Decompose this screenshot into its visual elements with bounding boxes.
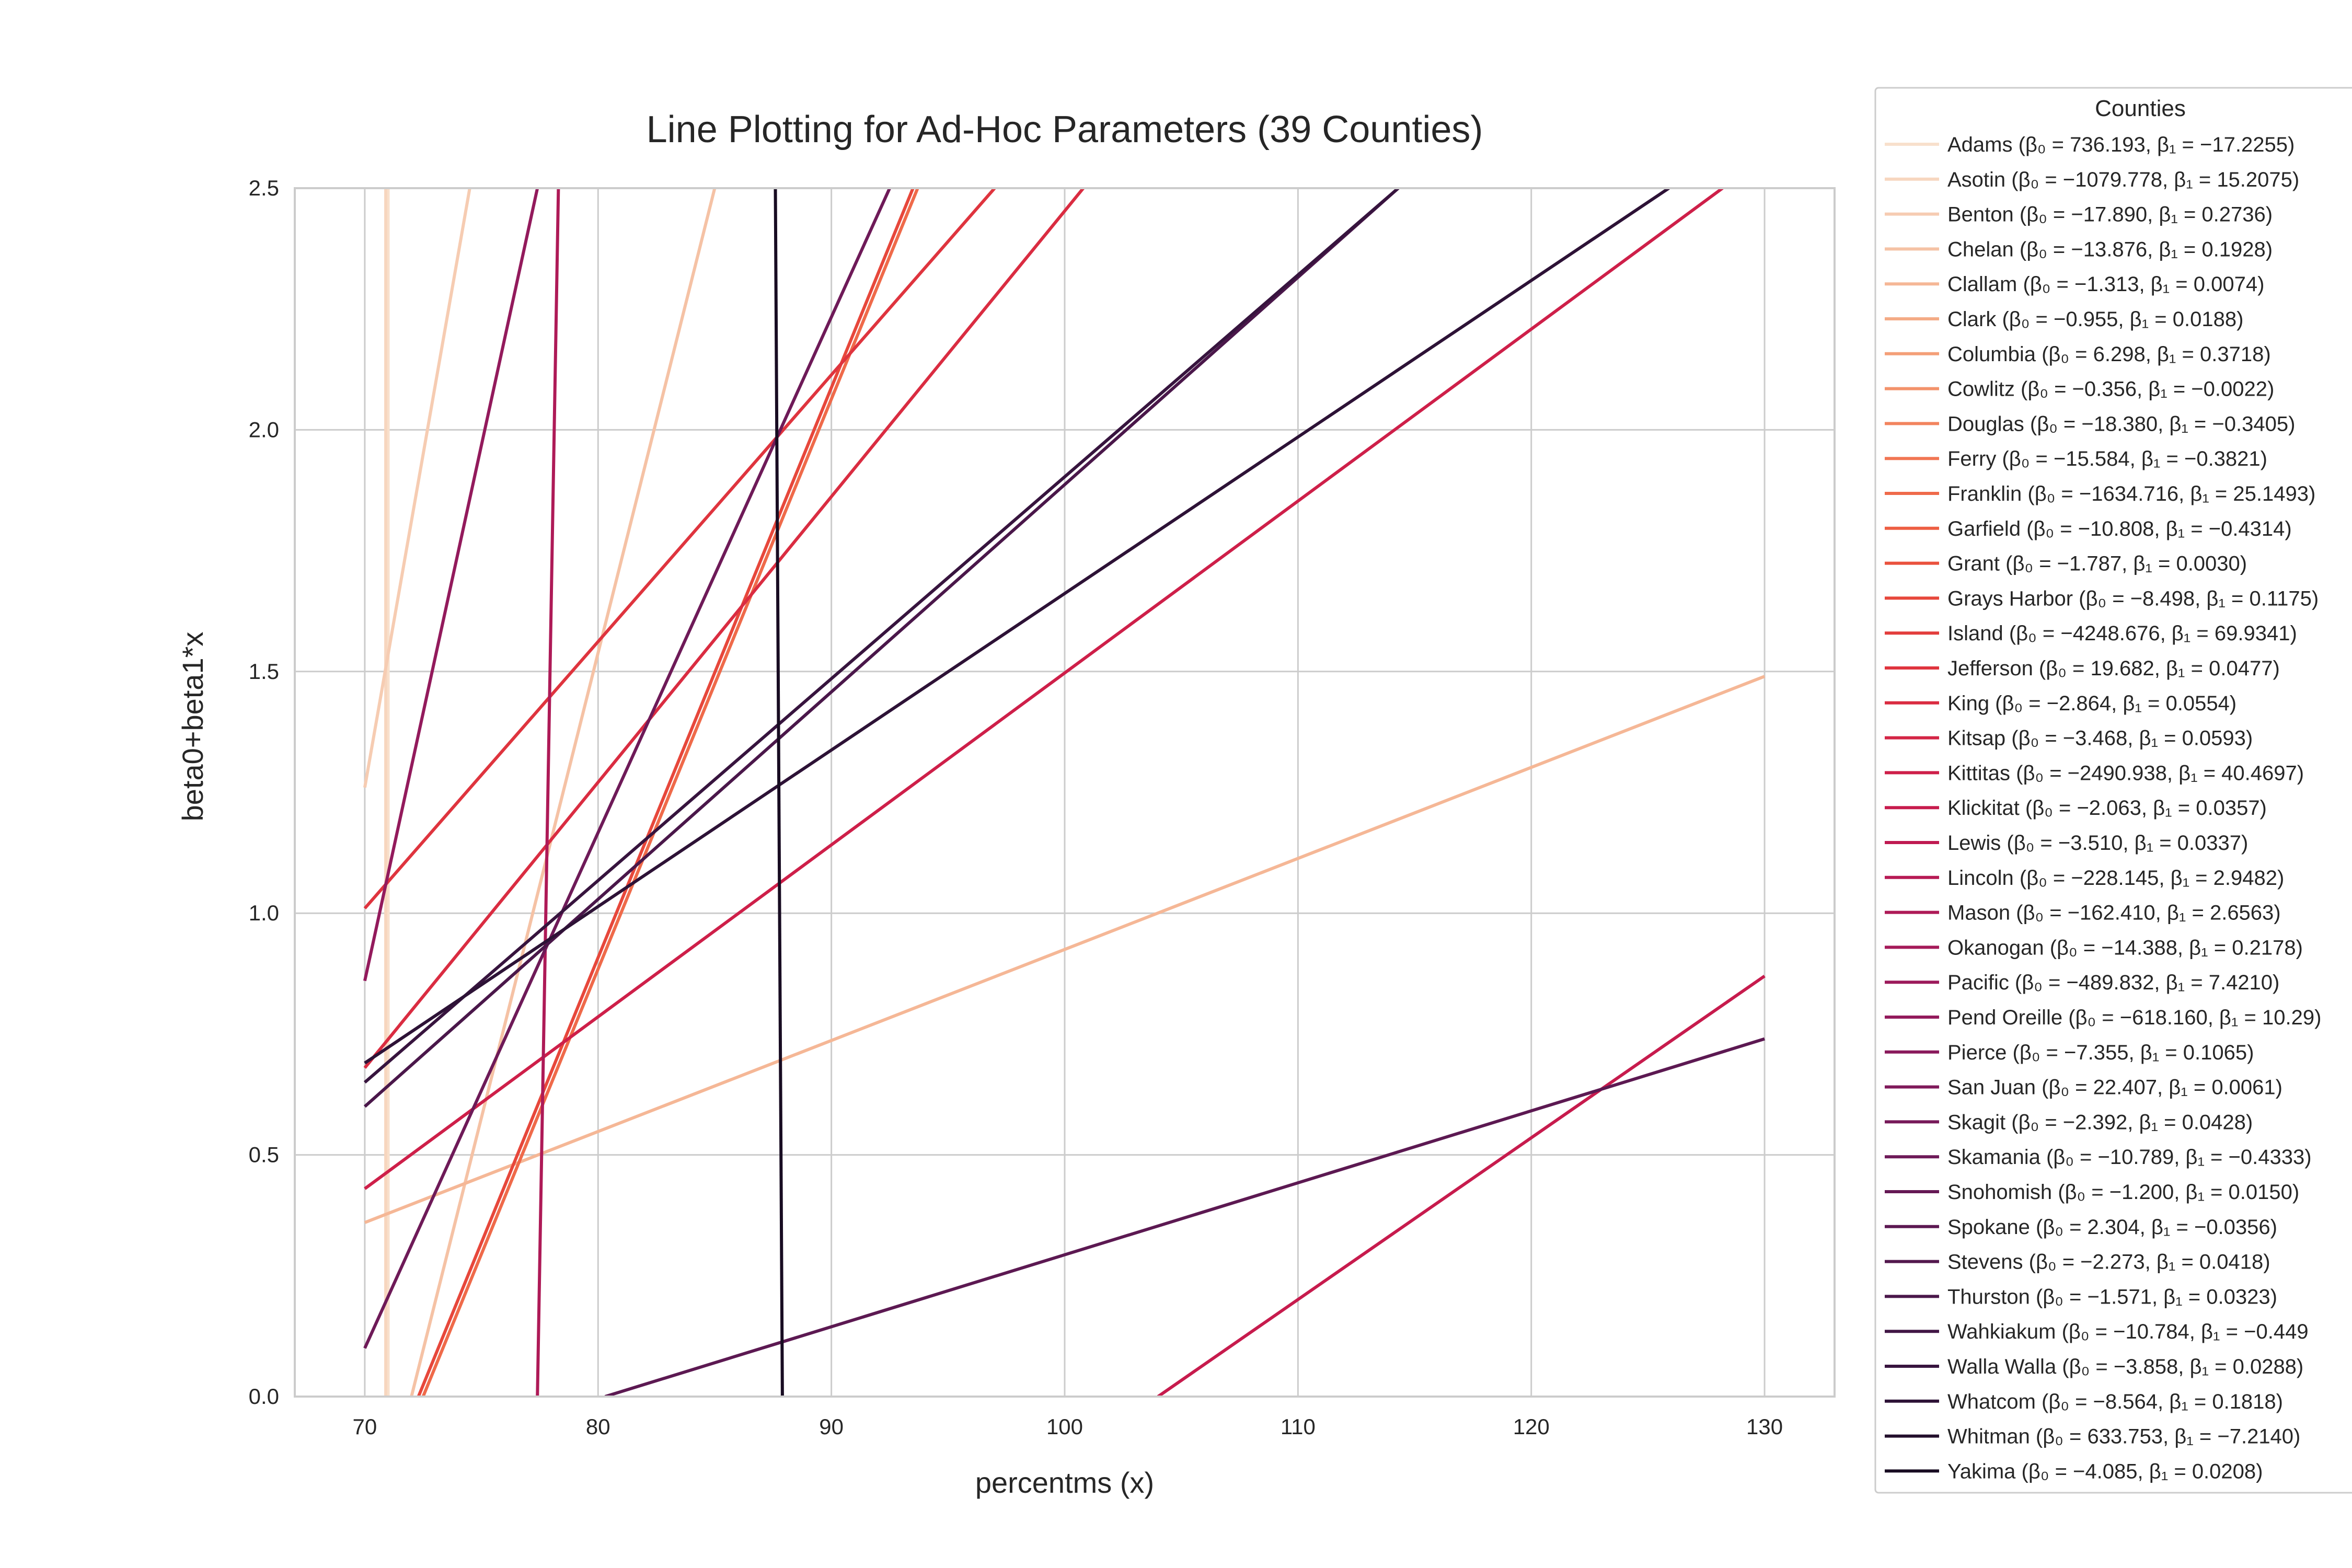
legend-label: Lewis (β₀ = −3.510, β₁ = 0.0337)	[1947, 832, 2248, 855]
series-line	[774, 188, 784, 1397]
series-line	[536, 188, 560, 1397]
lines-layer	[363, 188, 1766, 1397]
legend-label: Kittitas (β₀ = −2490.938, β₁ = 40.4697)	[1947, 762, 2304, 785]
legend-label: Jefferson (β₀ = 19.682, β₁ = 0.0477)	[1947, 657, 2280, 680]
series-line	[363, 188, 471, 788]
legend: Counties Adams (β₀ = 736.193, β₁ = −17.2…	[1874, 87, 2352, 1494]
series-line	[363, 188, 539, 982]
legend-label: Benton (β₀ = −17.890, β₁ = 0.2736)	[1947, 203, 2273, 226]
y-tick-label: 0.0	[249, 1384, 279, 1409]
legend-label: Walla Walla (β₀ = −3.858, β₁ = 0.0288)	[1947, 1355, 2303, 1378]
series-line	[363, 188, 891, 1349]
x-tick-label: 120	[1513, 1414, 1550, 1439]
legend-label: Kitsap (β₀ = −3.468, β₁ = 0.0593)	[1947, 727, 2253, 750]
legend-label: Cowlitz (β₀ = −0.356, β₁ = −0.0022)	[1947, 378, 2274, 401]
series-line	[421, 188, 919, 1397]
legend-label: Ferry (β₀ = −15.584, β₁ = −0.3821)	[1947, 447, 2267, 470]
x-tick-label: 70	[353, 1414, 377, 1439]
legend-label: San Juan (β₀ = 22.407, β₁ = 0.0061)	[1947, 1076, 2282, 1099]
legend-label: Adams (β₀ = 736.193, β₁ = −17.2255)	[1947, 133, 2295, 156]
grid-layer	[295, 187, 1835, 1398]
legend-label: Pacific (β₀ = −489.832, β₁ = 7.4210)	[1947, 971, 2279, 994]
series-line	[417, 188, 915, 1397]
legend-label: Chelan (β₀ = −13.876, β₁ = 0.1928)	[1947, 238, 2273, 261]
legend-label: Lincoln (β₀ = −228.145, β₁ = 2.9482)	[1947, 867, 2284, 890]
legend-label: Grays Harbor (β₀ = −8.498, β₁ = 0.1175)	[1947, 587, 2319, 610]
legend-label: Yakima (β₀ = −4.085, β₁ = 0.0208)	[1947, 1460, 2263, 1483]
legend-frame	[1874, 87, 2352, 1494]
legend-label: Thurston (β₀ = −1.571, β₁ = 0.0323)	[1947, 1285, 2277, 1308]
legend-label: Okanogan (β₀ = −14.388, β₁ = 0.2178)	[1947, 936, 2303, 959]
legend-label: Garfield (β₀ = −10.808, β₁ = −0.4314)	[1947, 517, 2292, 540]
series-line	[604, 1037, 1765, 1397]
legend-label: Grant (β₀ = −1.787, β₁ = 0.0030)	[1947, 552, 2247, 575]
x-tick-label: 90	[819, 1414, 844, 1439]
legend-label: Asotin (β₀ = −1079.778, β₁ = 15.2075)	[1947, 168, 2299, 191]
legend-label: Whitman (β₀ = 633.753, β₁ = −7.2140)	[1947, 1425, 2300, 1448]
y-tick-label: 0.5	[249, 1143, 279, 1167]
legend-label: Pierce (β₀ = −7.355, β₁ = 0.1065)	[1947, 1041, 2254, 1064]
legend-label: Clallam (β₀ = −1.313, β₁ = 0.0074)	[1947, 273, 2264, 296]
x-axis-title: percentms (x)	[975, 1466, 1154, 1499]
series-line	[364, 188, 1670, 1065]
legend-label: Skagit (β₀ = −2.392, β₁ = 0.0428)	[1947, 1111, 2253, 1134]
legend-label: Wahkiakum (β₀ = −10.784, β₁ = −0.449	[1947, 1320, 2309, 1343]
x-tick-label: 110	[1281, 1414, 1316, 1439]
legend-label: Klickitat (β₀ = −2.063, β₁ = 0.0357)	[1947, 797, 2267, 820]
legend-label: Snohomish (β₀ = −1.200, β₁ = 0.0150)	[1947, 1181, 2299, 1204]
y-tick-label: 2.0	[249, 417, 279, 442]
legend-label: Stevens (β₀ = −2.273, β₁ = 0.0418)	[1947, 1251, 2270, 1274]
series-line	[363, 188, 1400, 1084]
y-tick-label: 1.5	[249, 659, 279, 684]
legend-label: King (β₀ = −2.864, β₁ = 0.0554)	[1947, 692, 2236, 715]
legend-label: Douglas (β₀ = −18.380, β₁ = −0.3405)	[1947, 412, 2295, 435]
series-line	[363, 188, 1085, 1069]
legend-label: Clark (β₀ = −0.955, β₁ = 0.0188)	[1947, 308, 2243, 331]
y-tick-label: 2.5	[249, 176, 279, 200]
chart-title: Line Plotting for Ad-Hoc Parameters (39 …	[647, 109, 1483, 151]
legend-label: Island (β₀ = −4248.676, β₁ = 69.9341)	[1947, 622, 2297, 645]
legend-label: Pend Oreille (β₀ = −618.160, β₁ = 10.29)	[1947, 1006, 2321, 1029]
legend-label: Spokane (β₀ = 2.304, β₁ = −0.0356)	[1947, 1216, 2277, 1239]
series-line	[364, 188, 1724, 1190]
legend-label: Skamania (β₀ = −10.789, β₁ = −0.4333)	[1947, 1146, 2312, 1169]
x-tick-label: 80	[586, 1414, 610, 1439]
legend-label: Columbia (β₀ = 6.298, β₁ = 0.3718)	[1947, 343, 2271, 366]
x-tick-label: 100	[1046, 1414, 1083, 1439]
y-axis-title: beta0+beta1*x	[176, 632, 209, 822]
y-tick-label: 1.0	[249, 901, 279, 925]
x-tick-label: 130	[1746, 1414, 1783, 1439]
legend-items: Adams (β₀ = 736.193, β₁ = −17.2255) Asoti…	[1885, 133, 2321, 1483]
legend-title: Counties	[2095, 96, 2186, 121]
series-line	[364, 675, 1766, 1224]
series-line	[363, 188, 1400, 1108]
legend-label: Mason (β₀ = −162.410, β₁ = 2.6563)	[1947, 902, 2281, 925]
legend-label: Franklin (β₀ = −1634.716, β₁ = 25.1493)	[1947, 482, 2315, 505]
series-line	[363, 188, 996, 909]
plot-frame	[294, 187, 1836, 1398]
series-line	[410, 188, 717, 1397]
axes-layer: 70 80 90 100 110 120 130 0.0 0.5 1.0 1.5 2.0 2.5	[249, 176, 1836, 1439]
legend-label: Whatcom (β₀ = −8.564, β₁ = 0.1818)	[1947, 1390, 2283, 1413]
series-line	[1157, 974, 1766, 1397]
